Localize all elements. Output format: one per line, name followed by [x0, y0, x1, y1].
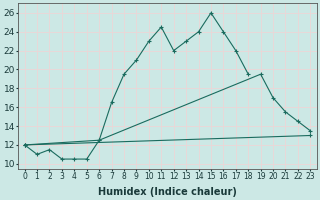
X-axis label: Humidex (Indice chaleur): Humidex (Indice chaleur): [98, 187, 237, 197]
